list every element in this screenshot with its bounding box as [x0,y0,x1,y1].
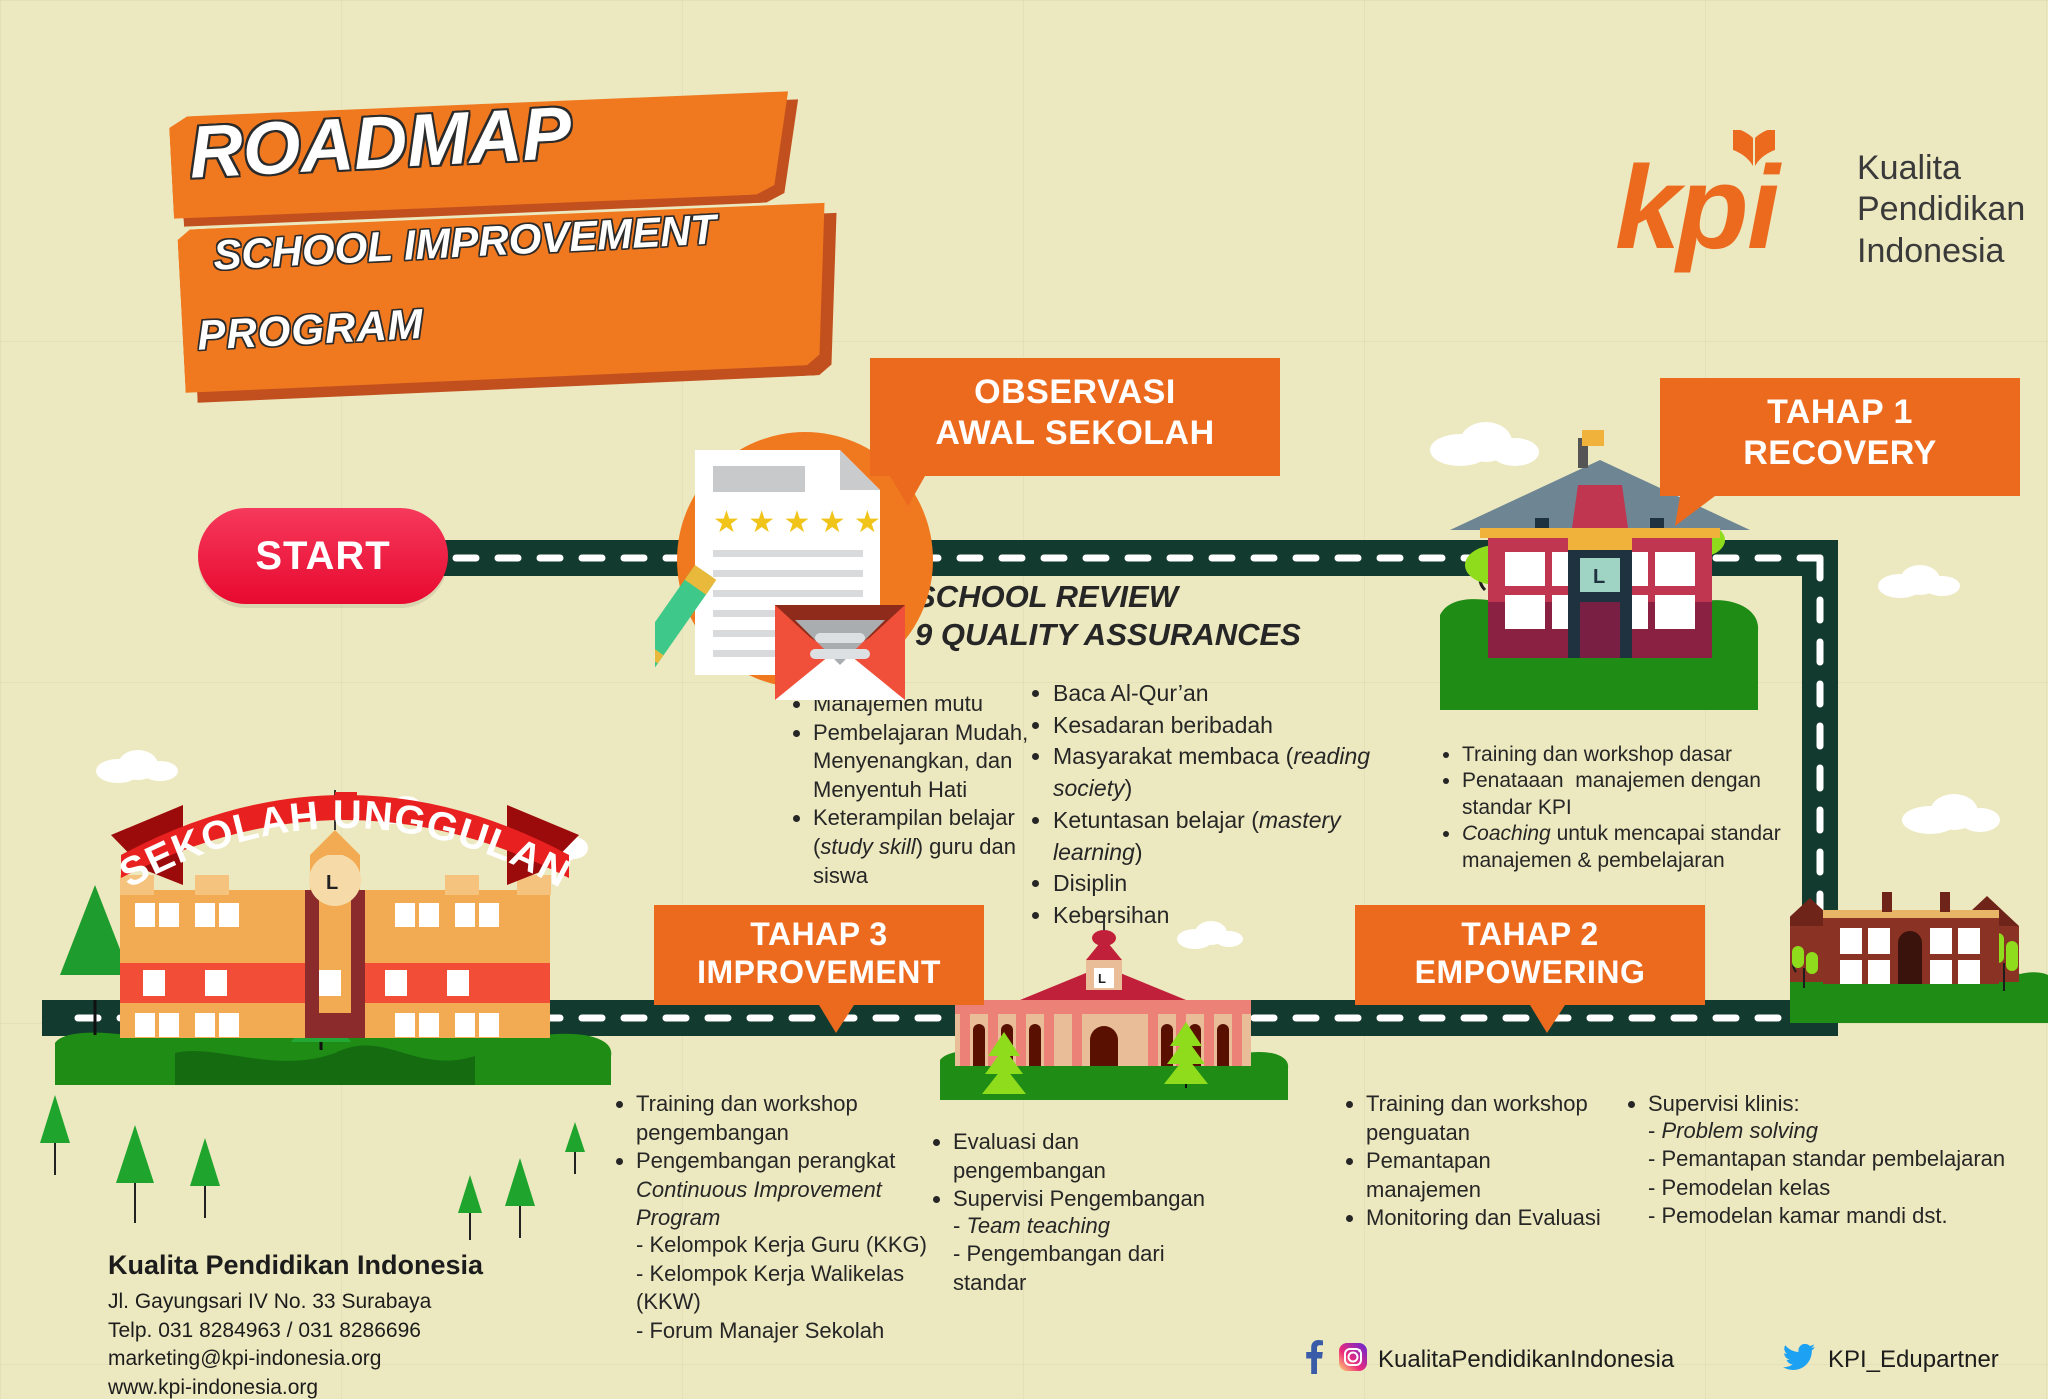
svg-text:L: L [1593,566,1605,588]
svg-text:★ ★ ★ ★ ★: ★ ★ ★ ★ ★ [713,506,881,539]
svg-text:L: L [1098,971,1106,986]
